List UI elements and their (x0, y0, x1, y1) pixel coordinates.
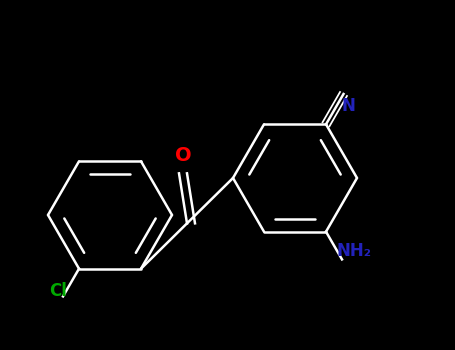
Text: Cl: Cl (49, 282, 67, 300)
Text: N: N (342, 97, 355, 115)
Text: NH₂: NH₂ (337, 243, 371, 260)
Text: O: O (175, 146, 191, 165)
